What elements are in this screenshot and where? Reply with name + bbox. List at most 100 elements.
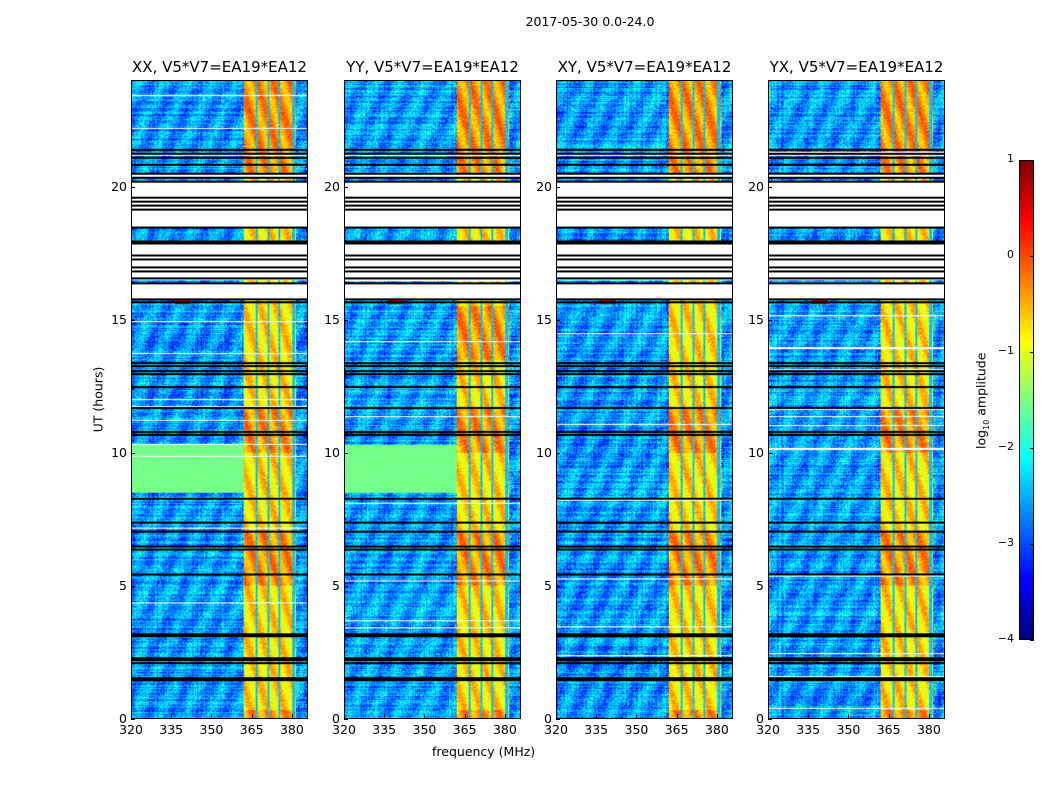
x-tick-label: 335 bbox=[372, 722, 397, 737]
x-tick-mark bbox=[504, 714, 506, 718]
x-axis-label: frequency (MHz) bbox=[432, 744, 536, 759]
y-tick-mark bbox=[344, 319, 348, 321]
x-tick-label: 380 bbox=[916, 722, 941, 737]
colorbar-label-log: log bbox=[973, 429, 989, 449]
colorbar-tick-label: −3 bbox=[997, 536, 1014, 549]
y-tick-mark bbox=[556, 719, 560, 720]
y-tick-mark bbox=[768, 585, 772, 587]
heatmap-panel bbox=[131, 80, 308, 719]
x-tick-mark bbox=[596, 714, 598, 718]
panel-title: XY, V5*V7=EA19*EA12 bbox=[557, 58, 732, 76]
x-tick-label: 335 bbox=[584, 722, 609, 737]
y-tick-label: 15 bbox=[111, 311, 127, 327]
y-tick-mark bbox=[768, 452, 772, 454]
colorbar-tick-mark bbox=[1030, 352, 1034, 353]
x-tick-mark bbox=[808, 714, 810, 718]
heatmap-image bbox=[557, 81, 732, 718]
y-tick-mark bbox=[344, 719, 348, 720]
colorbar bbox=[1019, 160, 1034, 640]
y-tick-mark bbox=[556, 319, 560, 321]
colorbar-tick-label: 0 bbox=[1007, 248, 1014, 261]
colorbar-tick-label: −4 bbox=[997, 632, 1014, 645]
heatmap-image bbox=[769, 81, 944, 718]
x-tick-mark bbox=[888, 714, 890, 718]
panel-title: XX, V5*V7=EA19*EA12 bbox=[132, 58, 307, 76]
y-tick-label: 5 bbox=[756, 577, 764, 593]
x-tick-label: 350 bbox=[836, 722, 861, 737]
colorbar-tick-label: 1 bbox=[1007, 152, 1014, 165]
y-tick-label: 5 bbox=[544, 577, 552, 593]
x-tick-mark bbox=[171, 714, 173, 718]
y-tick-label: 15 bbox=[324, 311, 340, 327]
y-tick-mark bbox=[344, 452, 348, 454]
x-tick-label: 320 bbox=[756, 722, 780, 737]
colorbar-tick-label: −1 bbox=[997, 344, 1014, 357]
y-tick-mark bbox=[344, 186, 348, 188]
colorbar-tick-mark bbox=[1030, 448, 1034, 449]
x-tick-mark bbox=[636, 714, 638, 718]
y-tick-mark bbox=[556, 186, 560, 188]
x-tick-mark bbox=[291, 714, 293, 718]
y-tick-label: 10 bbox=[748, 444, 764, 460]
x-tick-mark bbox=[424, 714, 426, 718]
y-tick-mark bbox=[131, 186, 135, 188]
x-tick-label: 320 bbox=[544, 722, 568, 737]
y-tick-label: 0 bbox=[756, 711, 764, 726]
y-tick-label: 20 bbox=[748, 178, 764, 194]
heatmap-image bbox=[345, 81, 520, 718]
y-tick-label: 5 bbox=[119, 577, 127, 593]
y-tick-label: 0 bbox=[332, 711, 340, 726]
x-tick-mark bbox=[384, 714, 386, 718]
y-tick-mark bbox=[131, 585, 135, 587]
heatmap-panel bbox=[768, 80, 945, 719]
x-tick-label: 365 bbox=[876, 722, 901, 737]
x-tick-label: 380 bbox=[492, 722, 517, 737]
x-tick-label: 365 bbox=[452, 722, 477, 737]
colorbar-label-rest: amplitude bbox=[973, 352, 989, 420]
x-tick-label: 350 bbox=[624, 722, 649, 737]
y-tick-label: 20 bbox=[111, 178, 127, 194]
y-tick-label: 0 bbox=[544, 711, 552, 726]
colorbar-tick-mark bbox=[1030, 544, 1034, 545]
x-tick-mark bbox=[768, 714, 769, 718]
y-tick-mark bbox=[131, 719, 135, 720]
colorbar-tick-mark bbox=[1030, 640, 1034, 641]
colorbar-tick-mark bbox=[1030, 160, 1034, 161]
y-tick-label: 10 bbox=[111, 444, 127, 460]
y-tick-mark bbox=[768, 186, 772, 188]
x-tick-mark bbox=[251, 714, 253, 718]
x-tick-mark bbox=[131, 714, 132, 718]
y-tick-mark bbox=[768, 319, 772, 321]
x-tick-mark bbox=[211, 714, 213, 718]
x-tick-mark bbox=[676, 714, 678, 718]
x-tick-mark bbox=[716, 714, 718, 718]
x-tick-label: 350 bbox=[412, 722, 437, 737]
y-tick-label: 20 bbox=[536, 178, 552, 194]
y-tick-mark bbox=[556, 452, 560, 454]
x-tick-mark bbox=[848, 714, 850, 718]
y-tick-label: 10 bbox=[324, 444, 340, 460]
heatmap-panel bbox=[556, 80, 733, 719]
colorbar-label-sub: 10 bbox=[981, 419, 991, 430]
heatmap-image bbox=[132, 81, 307, 718]
x-tick-label: 365 bbox=[664, 722, 689, 737]
x-tick-label: 335 bbox=[159, 722, 184, 737]
y-tick-label: 15 bbox=[536, 311, 552, 327]
y-tick-label: 0 bbox=[119, 711, 127, 726]
colorbar-label: log10 amplitude bbox=[973, 341, 991, 461]
y-tick-mark bbox=[131, 319, 135, 321]
colorbar-tick-mark bbox=[1030, 256, 1034, 257]
y-tick-mark bbox=[131, 452, 135, 454]
heatmap-panel bbox=[344, 80, 521, 719]
x-tick-label: 365 bbox=[239, 722, 264, 737]
x-tick-label: 380 bbox=[704, 722, 729, 737]
y-tick-label: 20 bbox=[324, 178, 340, 194]
y-tick-label: 15 bbox=[748, 311, 764, 327]
y-tick-label: 5 bbox=[332, 577, 340, 593]
y-tick-mark bbox=[768, 719, 772, 720]
panel-title: YY, V5*V7=EA19*EA12 bbox=[346, 58, 519, 76]
x-tick-label: 335 bbox=[796, 722, 821, 737]
y-tick-mark bbox=[556, 585, 560, 587]
x-tick-mark bbox=[464, 714, 466, 718]
